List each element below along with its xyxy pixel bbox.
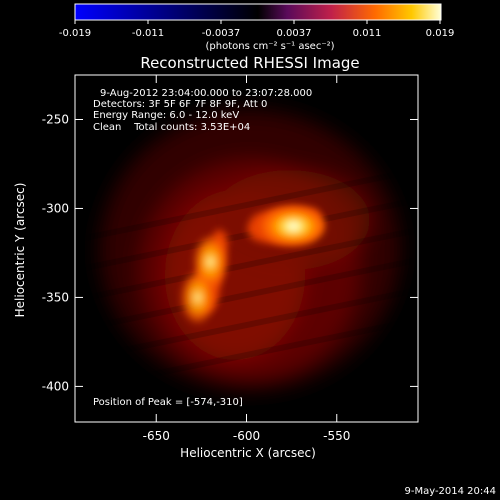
colorbar-tick-label: -0.0037: [202, 28, 241, 39]
peak-position: Position of Peak = [-574,-310]: [93, 397, 243, 408]
x-axis-ticks: -650 -600 -550: [143, 75, 350, 443]
energy-range: Energy Range: 6.0 - 12.0 keV: [93, 110, 239, 121]
colorbar-tick-label: -0.019: [59, 28, 91, 39]
x-tick-label: -650: [143, 429, 170, 443]
x-tick-label: -550: [323, 429, 350, 443]
source-blob: [195, 294, 200, 301]
y-tick-label: -300: [42, 201, 69, 215]
time-range: 9-Aug-2012 23:04:00.000 to 23:07:28.000: [100, 88, 312, 99]
y-axis-ticks: -250 -300 -350 -400: [42, 112, 418, 393]
x-axis-title: Heliocentric X (arcsec): [180, 446, 316, 460]
clean-counts: Clean Total counts: 3.53E+04: [93, 122, 250, 133]
colorbar-unit-label: (photons cm⁻² s⁻¹ asec⁻²): [205, 41, 334, 52]
colorbar-tick-label: 0.0037: [277, 28, 312, 39]
colorbar-ticks: [74, 20, 441, 24]
y-tick-label: -350: [42, 290, 69, 304]
colorbar-tick-label: -0.011: [132, 28, 164, 39]
y-tick-label: -400: [42, 379, 69, 393]
detectors-info: Detectors: 3F 5F 6F 7F 8F 9F, Att 0: [93, 99, 267, 110]
colorbar-tick-label: 0.011: [353, 28, 382, 39]
source-blob: [287, 222, 300, 230]
heatmap-sources: [182, 207, 325, 322]
y-tick-label: -250: [42, 112, 69, 126]
y-axis-title: Heliocentric Y (arcsec): [13, 183, 27, 318]
source-blob: [208, 258, 213, 266]
x-tick-label: -600: [233, 429, 260, 443]
chart-title: Reconstructed RHESSI Image: [140, 54, 359, 72]
colorbar-tick-label: 0.019: [426, 28, 455, 39]
footer-date: 9-May-2014 20:44: [404, 486, 496, 497]
colorbar: [74, 3, 442, 21]
